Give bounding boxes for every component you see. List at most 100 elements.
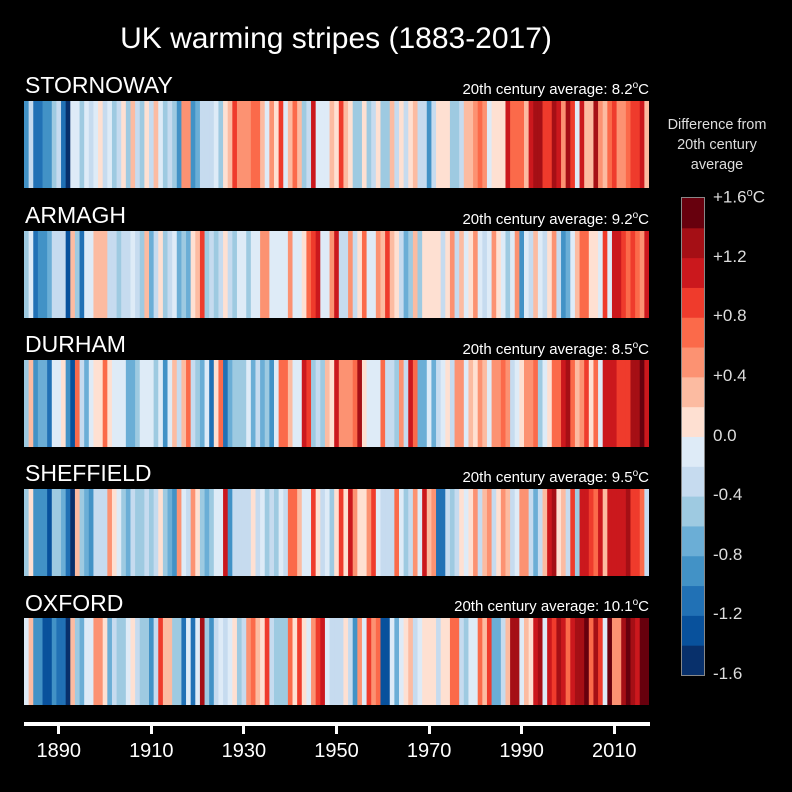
stripe-sheffield-1941 (292, 489, 298, 576)
stripe-oxford-2001 (570, 618, 576, 705)
stripe-armagh-1896 (84, 231, 90, 318)
stripe-stornoway-1967 (412, 101, 419, 188)
stripe-sheffield-1973 (440, 489, 446, 576)
stripe-durham-1904 (121, 360, 127, 447)
stripe-oxford-1965 (403, 618, 409, 705)
stripe-durham-1897 (88, 360, 95, 447)
stripe-stornoway-1993 (533, 101, 539, 188)
stripe-stornoway-2007 (598, 101, 604, 188)
stripe-sheffield-1909 (144, 489, 150, 576)
stripe-armagh-1908 (139, 231, 145, 318)
stripe-oxford-1956 (361, 618, 368, 705)
stripe-oxford-1982 (482, 618, 488, 705)
stripe-armagh-1931 (246, 231, 252, 318)
colorbar-bin (682, 257, 704, 288)
stripe-oxford-1952 (343, 618, 349, 705)
stripe-oxford-1944 (306, 618, 312, 705)
stripe-durham-2007 (598, 360, 604, 447)
stripe-durham-1965 (403, 360, 409, 447)
stripe-sheffield-1894 (74, 489, 81, 576)
stripe-oxford-1990 (519, 618, 525, 705)
stripe-sheffield-1942 (297, 489, 303, 576)
stripe-sheffield-1887 (42, 489, 48, 576)
stripe-oxford-1949 (329, 618, 335, 705)
stripe-oxford-1913 (162, 618, 169, 705)
stripe-stornoway-1959 (375, 101, 382, 188)
stripe-oxford-1950 (334, 618, 340, 705)
stripe-armagh-1967 (412, 231, 419, 318)
stripe-stornoway-2004 (584, 101, 590, 188)
stripe-sheffield-1981 (477, 489, 483, 576)
stripe-armagh-1965 (403, 231, 409, 318)
stripe-sheffield-1895 (79, 489, 85, 576)
stripe-durham-1972 (436, 360, 442, 447)
stripe-durham-1935 (264, 360, 270, 447)
stripe-oxford-1927 (227, 618, 233, 705)
stripe-sheffield-2006 (593, 489, 599, 576)
colorbar-bin (682, 525, 704, 557)
stripe-oxford-1897 (88, 618, 95, 705)
stripe-sheffield-2005 (588, 489, 595, 576)
stripe-armagh-1978 (463, 231, 470, 318)
stripe-oxford-1939 (283, 618, 289, 705)
stripe-oxford-1960 (380, 618, 386, 705)
stripe-armagh-1952 (343, 231, 349, 318)
stripe-durham-1987 (505, 360, 511, 447)
stripe-durham-1944 (306, 360, 312, 447)
stripe-sheffield-1893 (70, 489, 76, 576)
stripe-stornoway-1997 (551, 101, 558, 188)
stripe-sheffield-1965 (403, 489, 409, 576)
stripe-durham-1892 (65, 360, 71, 447)
stripe-oxford-2017 (644, 618, 649, 705)
stripe-durham-1933 (255, 360, 261, 447)
stripe-durham-1979 (468, 360, 474, 447)
stripe-armagh-1916 (176, 231, 183, 318)
stripe-oxford-1940 (287, 618, 294, 705)
stripe-sheffield-1984 (491, 489, 497, 576)
stripe-oxford-1991 (524, 618, 530, 705)
stripe-sheffield-1953 (348, 489, 354, 576)
stripe-armagh-1924 (213, 231, 220, 318)
stripe-durham-2009 (607, 360, 613, 447)
stripe-durham-1996 (547, 360, 553, 447)
stripe-oxford-1907 (135, 618, 141, 705)
stripe-armagh-1905 (125, 231, 132, 318)
stripe-sheffield-1913 (162, 489, 169, 576)
stripe-stornoway-1890 (56, 101, 62, 188)
stripe-armagh-1945 (311, 231, 317, 318)
stripe-stornoway-1989 (514, 101, 520, 188)
stripe-durham-1901 (107, 360, 113, 447)
x-tick-1930 (242, 726, 246, 734)
stripe-sheffield-1995 (542, 489, 548, 576)
stripe-stornoway-1928 (232, 101, 238, 188)
stripe-stornoway-2008 (602, 101, 608, 188)
stripe-sheffield-1902 (111, 489, 118, 576)
stripe-sheffield-1916 (176, 489, 183, 576)
stripe-stornoway-1905 (125, 101, 132, 188)
x-tick-label: 1930 (221, 740, 267, 762)
stripe-sheffield-1948 (324, 489, 331, 576)
stripe-sheffield-1886 (37, 489, 44, 576)
stripe-stornoway-2012 (621, 101, 627, 188)
stripe-armagh-1886 (37, 231, 44, 318)
stripe-stornoway-1907 (135, 101, 141, 188)
stripe-durham-1894 (74, 360, 81, 447)
stripe-oxford-1932 (250, 618, 257, 705)
stripe-oxford-2002 (574, 618, 581, 705)
stripe-durham-1925 (218, 360, 224, 447)
colorbar-bin (682, 615, 704, 646)
stripe-sheffield-1931 (246, 489, 252, 576)
stripe-sheffield-1912 (158, 489, 164, 576)
stripe-durham-1905 (125, 360, 132, 447)
stripe-armagh-1972 (436, 231, 442, 318)
stripe-durham-1964 (399, 360, 405, 447)
stripe-armagh-1936 (269, 231, 275, 318)
stripe-stornoway-1954 (352, 101, 358, 188)
stripe-armagh-1929 (236, 231, 243, 318)
stripe-durham-1993 (533, 360, 539, 447)
stripe-durham-1937 (274, 360, 280, 447)
stripe-sheffield-1885 (33, 489, 39, 576)
stripe-durham-2016 (639, 360, 645, 447)
stripe-durham-1906 (130, 360, 136, 447)
stripe-stornoway-2015 (635, 101, 641, 188)
